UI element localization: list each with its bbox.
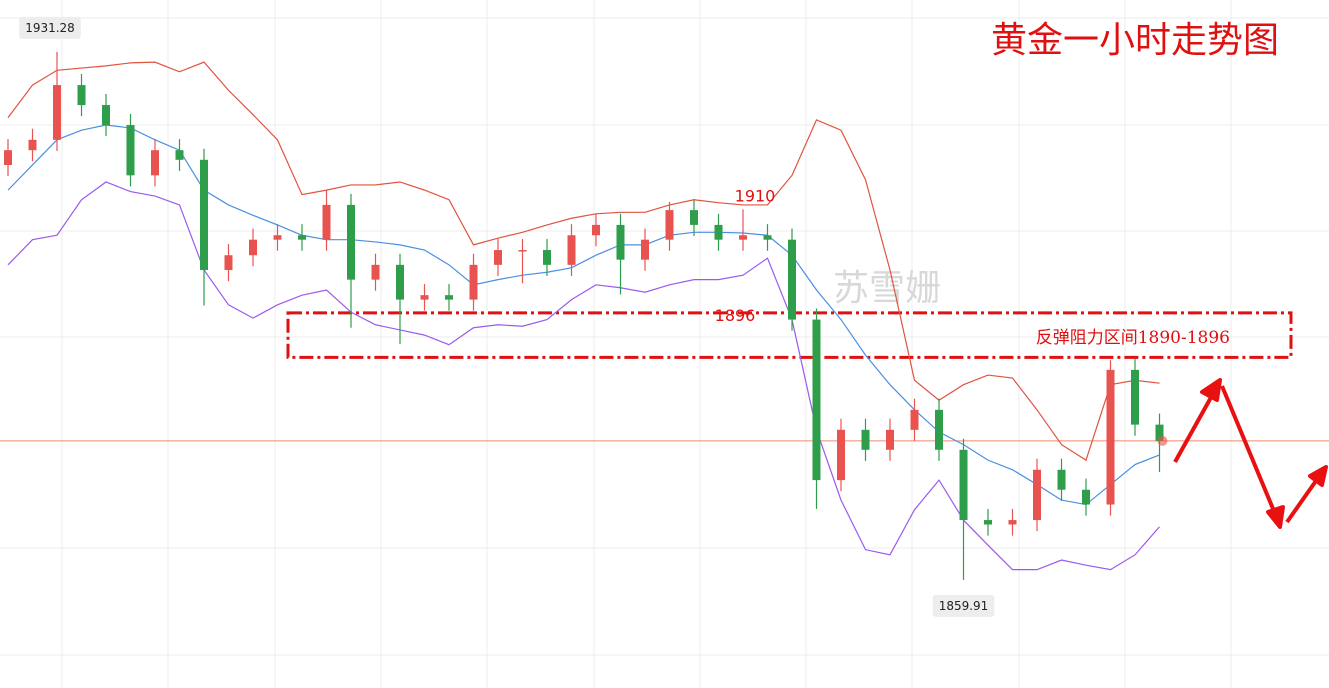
- bollinger-band: [7, 124, 1160, 506]
- candle-body: [935, 409, 943, 450]
- candle-body: [298, 235, 306, 240]
- candle-body: [641, 239, 649, 260]
- candle-body: [53, 85, 61, 140]
- candle-body: [886, 429, 894, 450]
- candle-body: [690, 210, 698, 225]
- candle-body: [224, 255, 233, 271]
- candle-body: [959, 449, 968, 521]
- candle-body: [1082, 489, 1090, 505]
- candle-body: [151, 150, 159, 176]
- arrow: [1285, 476, 1320, 524]
- candle-body: [567, 235, 576, 265]
- arrow: [1173, 391, 1216, 463]
- candle-body: [4, 150, 12, 165]
- candle-body: [102, 105, 110, 126]
- forecast-arrows: [1173, 378, 1328, 529]
- candle-body: [1131, 369, 1139, 425]
- arrow-head: [1308, 465, 1328, 487]
- candle-body: [543, 250, 551, 265]
- candle-body: [739, 235, 747, 240]
- candle-body: [616, 224, 625, 260]
- candle-body: [77, 85, 86, 106]
- last-price-dot: [1157, 435, 1168, 446]
- candle-body: [469, 264, 478, 300]
- candle-body: [420, 295, 429, 300]
- candle-body: [1057, 469, 1066, 490]
- watermark: 苏雪姗: [833, 268, 941, 309]
- candle-body: [396, 264, 404, 300]
- bollinger-band: [7, 181, 1160, 571]
- candle-body: [371, 264, 380, 280]
- candle-body: [28, 139, 37, 151]
- candle-body: [910, 409, 919, 430]
- candle-body: [592, 224, 600, 236]
- candle-body: [494, 250, 502, 265]
- candle-body: [714, 224, 723, 240]
- candle-body: [665, 210, 674, 240]
- candle-body: [1106, 369, 1115, 505]
- candle-body: [984, 520, 992, 525]
- candle-body: [837, 429, 845, 481]
- candle-body: [273, 235, 282, 240]
- candle-body: [126, 125, 135, 176]
- arrow: [1220, 385, 1278, 517]
- plot: 反弹阻力区间1890-1896 1896 1931.28 1859.91 1910: [0, 16, 1329, 617]
- level-label: 1910: [735, 186, 776, 205]
- arrow-head: [1266, 505, 1285, 529]
- candle-body: [518, 250, 527, 252]
- candle-body: [788, 239, 796, 320]
- chart-title: 黄金一小时走势图: [991, 20, 1279, 61]
- candle-body: [200, 159, 208, 271]
- tag-label: 1931.28: [25, 21, 75, 35]
- candle-body: [445, 295, 453, 300]
- tag-background: [19, 16, 81, 39]
- candle-body: [347, 204, 355, 280]
- tag-label: 1859.91: [939, 599, 989, 613]
- candle-body: [322, 204, 331, 240]
- arrow-head: [1200, 378, 1222, 402]
- level-label: 1896: [715, 306, 756, 325]
- price-tag: 1931.28: [19, 16, 81, 39]
- candle-body: [1008, 520, 1017, 525]
- candle-body: [861, 429, 870, 450]
- bollinger-band: [7, 61, 1160, 462]
- price-tag: 1859.91: [932, 594, 995, 617]
- tag-background: [932, 594, 995, 617]
- zone-label: 反弹阻力区间1890-1896: [1036, 328, 1230, 348]
- candle-body: [763, 235, 772, 240]
- candle-body: [1155, 424, 1164, 441]
- candle-body: [249, 239, 257, 256]
- candle-body: [175, 150, 184, 160]
- candle-body: [812, 319, 821, 481]
- candle-body: [1033, 469, 1041, 521]
